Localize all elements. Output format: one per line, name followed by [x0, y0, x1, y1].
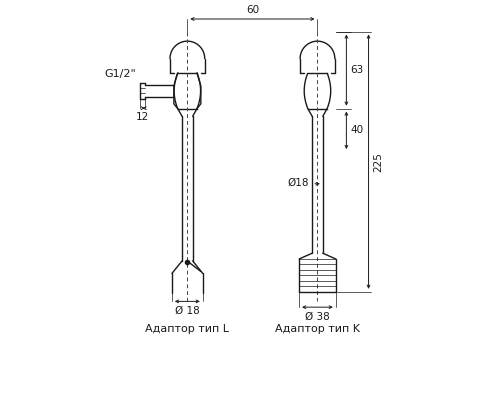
Text: 63: 63	[350, 65, 364, 75]
Text: Ø18: Ø18	[288, 178, 310, 188]
Text: Ø 38: Ø 38	[305, 312, 330, 322]
Text: Ø 18: Ø 18	[175, 306, 200, 316]
Text: G1/2": G1/2"	[104, 69, 136, 79]
Text: 225: 225	[374, 152, 384, 172]
Text: Адаптор тип K: Адаптор тип K	[275, 324, 360, 334]
Text: Адаптор тип L: Адаптор тип L	[146, 324, 230, 334]
Text: 60: 60	[246, 5, 259, 15]
Text: 12: 12	[136, 112, 149, 122]
Text: 40: 40	[350, 125, 364, 135]
